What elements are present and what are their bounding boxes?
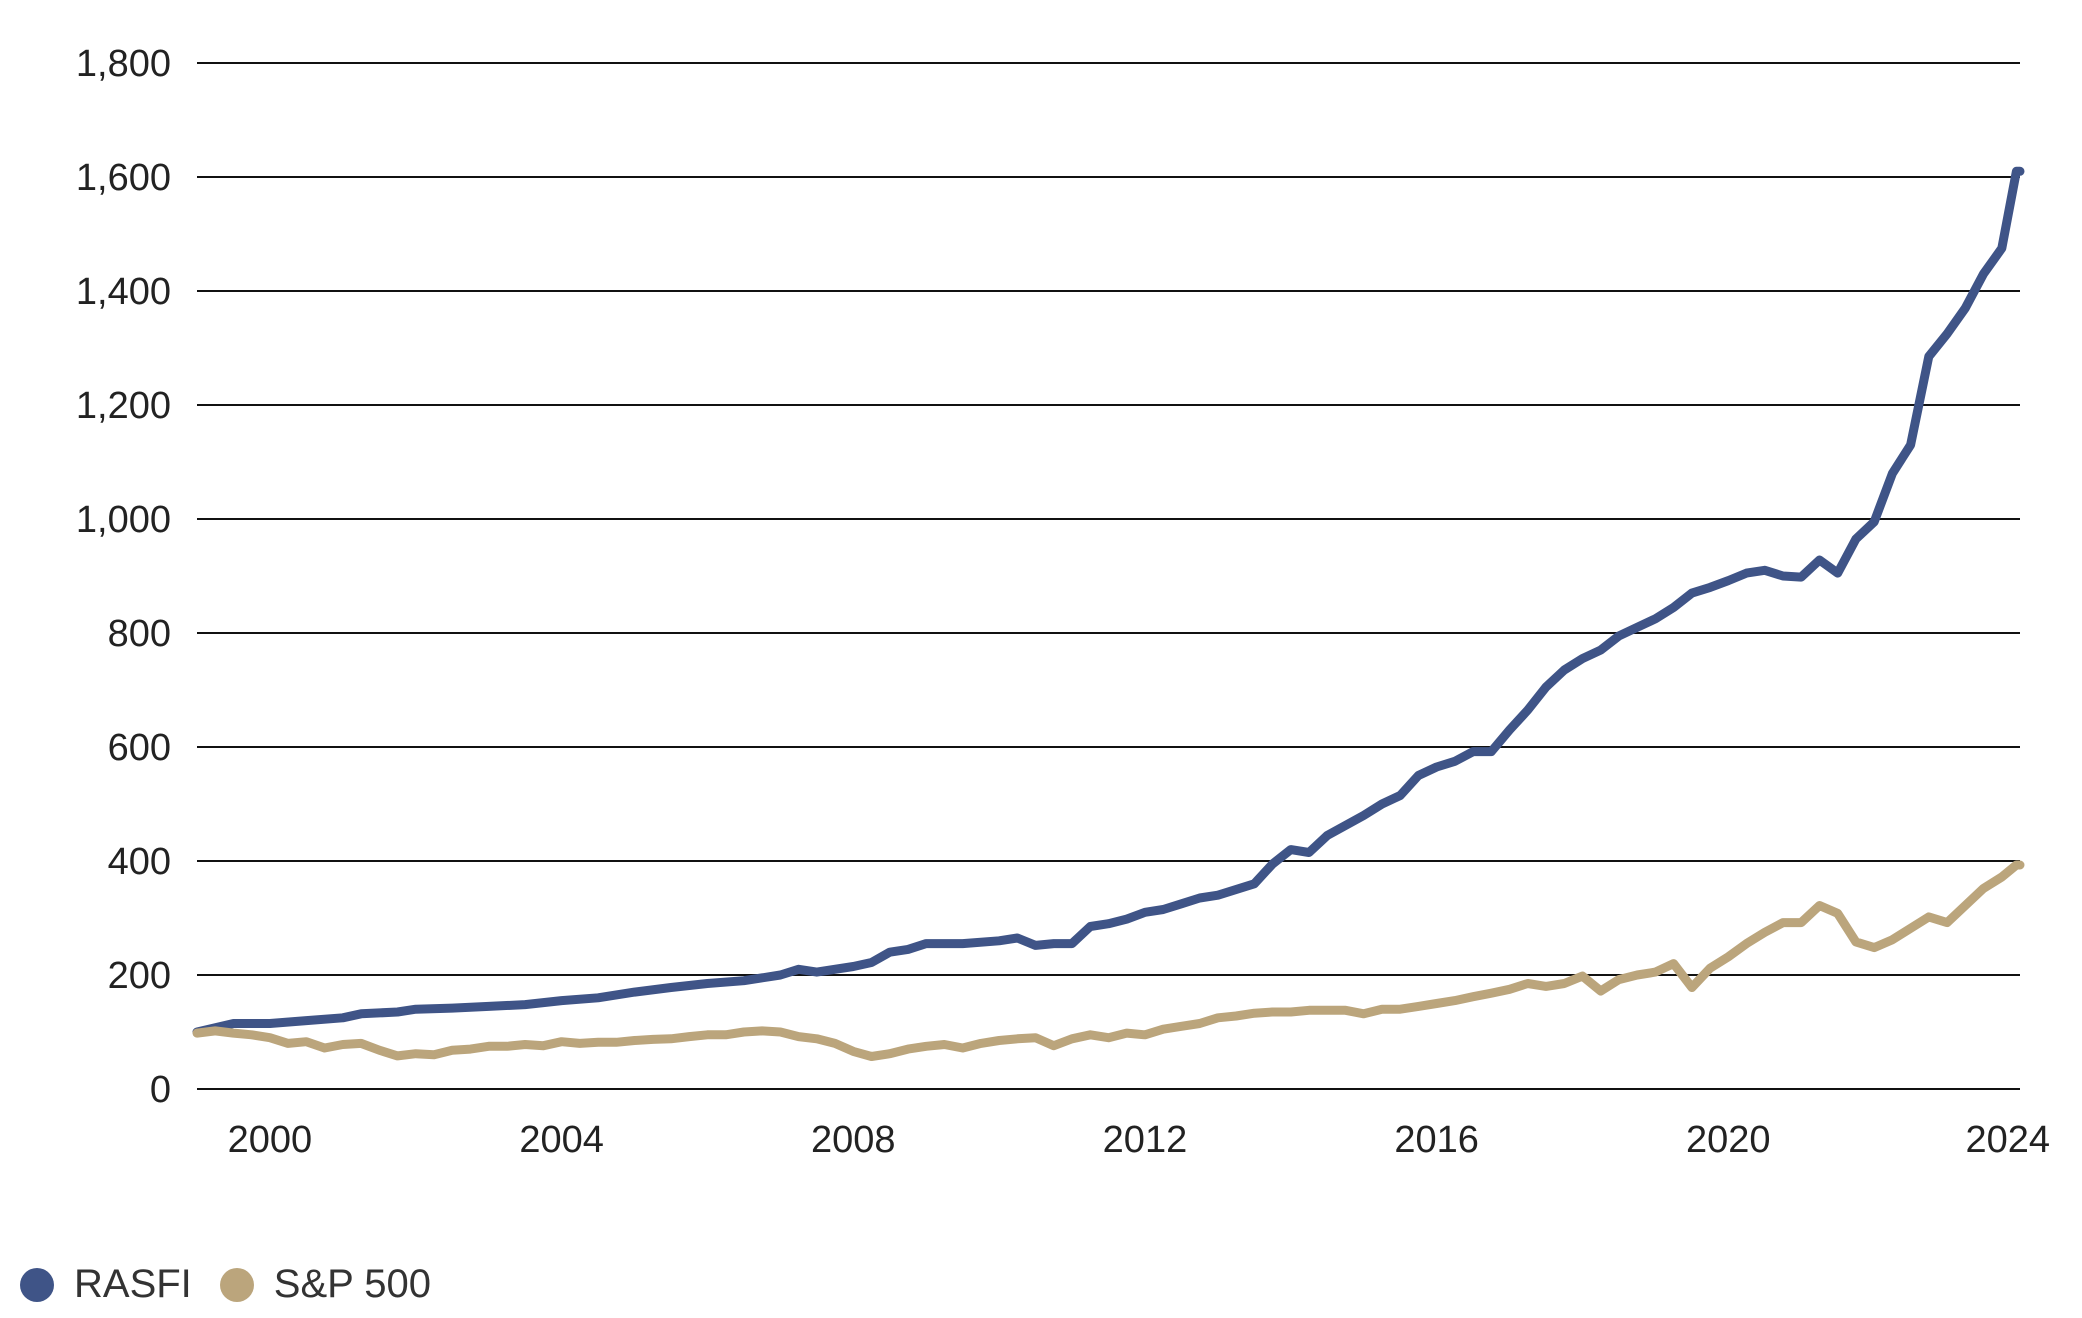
x-tick-label: 2024 [1965, 1119, 2050, 1161]
y-tick-label: 600 [108, 727, 171, 769]
x-tick-label: 2004 [519, 1119, 604, 1161]
y-tick-label: 400 [108, 841, 171, 883]
legend: RASFI S&P 500 [20, 1262, 459, 1307]
y-tick-label: 200 [108, 955, 171, 997]
series-lines [192, 166, 2025, 1061]
x-tick-label: 2020 [1686, 1119, 1771, 1161]
y-tick-label: 800 [108, 613, 171, 655]
y-tick-label: 1,400 [76, 271, 171, 313]
x-tick-label: 2016 [1394, 1119, 1479, 1161]
x-tick-label: 2000 [228, 1119, 313, 1161]
legend-item-sp500: S&P 500 [219, 1262, 431, 1307]
x-tick-label: 2012 [1103, 1119, 1188, 1161]
series-line-s-p-500 [192, 860, 2025, 1061]
y-tick-label: 1,600 [76, 157, 171, 199]
y-tick-label: 1,200 [76, 385, 171, 427]
y-axis-tick-labels: 0 200 400 600 800 1,000 1,200 1,400 1,600 1,800 [76, 43, 171, 1111]
legend-item-rasfi: RASFI [20, 1262, 192, 1307]
legend-swatch-rasfi [20, 1267, 54, 1302]
y-tick-label: 1,800 [76, 43, 171, 85]
y-tick-label: 1,000 [76, 499, 171, 541]
legend-label-sp500: S&P 500 [273, 1262, 431, 1306]
gridlines [197, 62, 2020, 1090]
y-tick-label: 0 [150, 1069, 171, 1111]
legend-swatch-sp500 [219, 1267, 254, 1302]
x-axis-tick-labels: 2000 2004 2008 2012 2016 2020 2024 [228, 1119, 2050, 1161]
series-line-rasfi [192, 166, 2025, 1037]
legend-label-rasfi: RASFI [74, 1262, 192, 1306]
x-tick-label: 2008 [811, 1119, 896, 1161]
